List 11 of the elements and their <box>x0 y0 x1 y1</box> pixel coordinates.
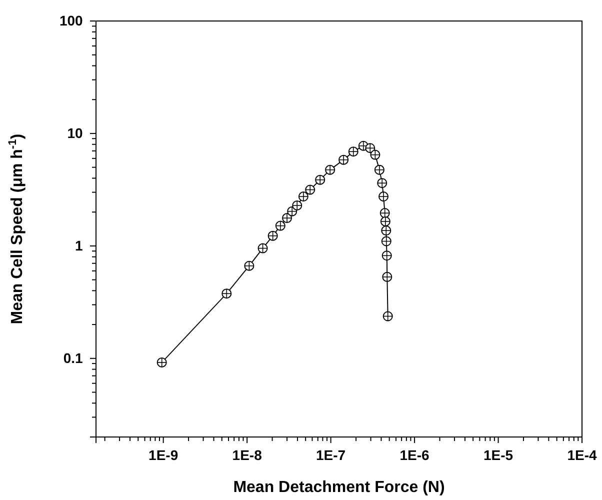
x-tick-label: 1E-4 <box>567 447 597 463</box>
x-tick-label: 1E-9 <box>148 447 178 463</box>
x-tick-label: 1E-5 <box>483 447 514 463</box>
y-tick-label: 100 <box>59 12 84 28</box>
x-tick-label: 1E-8 <box>232 447 262 463</box>
x-tick-label: 1E-7 <box>316 447 346 463</box>
y-tick-label: 0.1 <box>63 350 84 366</box>
x-tick-label: 1E-6 <box>400 447 430 463</box>
y-tick-label: 10 <box>67 124 84 141</box>
y-tick-label: 1 <box>75 237 84 254</box>
x-axis-title: Mean Detachment Force (N) <box>233 479 445 496</box>
